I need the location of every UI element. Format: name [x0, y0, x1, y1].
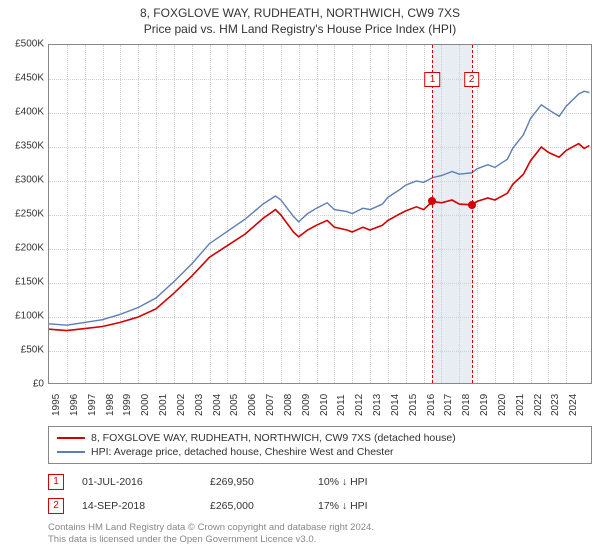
x-tick-label: 2019: [479, 394, 490, 416]
sale-price: £265,000: [210, 500, 300, 512]
y-tick-label: £350K: [15, 141, 44, 152]
y-tick-label: £450K: [15, 73, 44, 84]
y-tick-label: £500K: [15, 39, 44, 50]
x-tick-label: 1998: [105, 394, 116, 416]
event-marker-label: 2: [464, 72, 480, 87]
chart-container: 8, FOXGLOVE WAY, RUDHEATH, NORTHWICH, CW…: [0, 0, 600, 560]
x-tick-label: 2010: [319, 394, 330, 416]
x-tick-label: 2007: [265, 394, 276, 416]
sale-badge: 2: [48, 498, 64, 514]
sale-row: 1 01-JUL-2016 £269,950 10% ↓ HPI: [48, 470, 592, 494]
sale-marker: [428, 197, 436, 205]
x-tick-label: 2023: [550, 394, 561, 416]
footer-line-1: Contains HM Land Registry data © Crown c…: [48, 522, 592, 534]
x-tick-label: 2005: [229, 394, 240, 416]
x-tick-label: 2013: [372, 394, 383, 416]
chart-subtitle: Price paid vs. HM Land Registry's House …: [0, 20, 600, 36]
sales-table: 1 01-JUL-2016 £269,950 10% ↓ HPI 2 14-SEP-201…: [48, 470, 592, 518]
x-tick-label: 2000: [140, 394, 151, 416]
legend-label: HPI: Average price, detached house, Ches…: [91, 446, 394, 458]
line-canvas: [49, 45, 593, 385]
x-tick-label: 2006: [247, 394, 258, 416]
legend: 8, FOXGLOVE WAY, RUDHEATH, NORTHWICH, CW…: [48, 426, 592, 464]
legend-item: HPI: Average price, detached house, Ches…: [57, 445, 583, 459]
y-tick-label: £200K: [15, 243, 44, 254]
x-tick-label: 2008: [283, 394, 294, 416]
x-tick-label: 2001: [158, 394, 169, 416]
x-tick-label: 2016: [426, 394, 437, 416]
footer-line-2: This data is licensed under the Open Gov…: [48, 534, 592, 546]
x-tick-label: 2015: [408, 394, 419, 416]
y-tick-label: £150K: [15, 277, 44, 288]
sale-row: 2 14-SEP-2018 £265,000 17% ↓ HPI: [48, 494, 592, 518]
y-tick-label: £50K: [21, 345, 44, 356]
x-tick-label: 2014: [390, 394, 401, 416]
sale-marker: [468, 201, 476, 209]
sale-price: £269,950: [210, 476, 300, 488]
sale-date: 01-JUL-2016: [82, 476, 192, 488]
x-tick-label: 2002: [176, 394, 187, 416]
y-tick-label: £300K: [15, 175, 44, 186]
series-hpi: [49, 91, 589, 325]
x-tick-label: 2018: [461, 394, 472, 416]
event-line: [472, 45, 473, 383]
x-tick-label: 2021: [515, 394, 526, 416]
y-tick-label: £250K: [15, 209, 44, 220]
x-tick-label: 2012: [354, 394, 365, 416]
y-tick-label: £400K: [15, 107, 44, 118]
event-line: [432, 45, 433, 383]
x-tick-label: 2004: [212, 394, 223, 416]
footer: Contains HM Land Registry data © Crown c…: [48, 522, 592, 547]
x-tick-label: 2020: [497, 394, 508, 416]
legend-item: 8, FOXGLOVE WAY, RUDHEATH, NORTHWICH, CW…: [57, 431, 583, 445]
x-tick-label: 2011: [336, 394, 347, 416]
legend-swatch: [57, 451, 85, 453]
x-tick-label: 1996: [69, 394, 80, 416]
x-tick-label: 2024: [568, 394, 579, 416]
plot-area-wrapper: 12: [48, 44, 592, 384]
x-tick-label: 2017: [443, 394, 454, 416]
x-tick-label: 2003: [194, 394, 205, 416]
legend-label: 8, FOXGLOVE WAY, RUDHEATH, NORTHWICH, CW…: [91, 432, 456, 444]
chart-title: 8, FOXGLOVE WAY, RUDHEATH, NORTHWICH, CW…: [0, 0, 600, 20]
sale-badge: 1: [48, 474, 64, 490]
legend-swatch: [57, 437, 85, 439]
y-tick-label: £0: [33, 379, 44, 390]
series-property: [49, 144, 589, 331]
y-tick-label: £100K: [15, 311, 44, 322]
x-tick-label: 2022: [533, 394, 544, 416]
event-marker-label: 1: [425, 72, 441, 87]
x-tick-label: 2009: [301, 394, 312, 416]
sale-date: 14-SEP-2018: [82, 500, 192, 512]
sale-diff: 10% ↓ HPI: [318, 476, 398, 488]
y-axis: £0£50K£100K£150K£200K£250K£300K£350K£400…: [0, 44, 46, 384]
x-tick-label: 1995: [51, 394, 62, 416]
x-tick-label: 1999: [122, 394, 133, 416]
sale-diff: 17% ↓ HPI: [318, 500, 398, 512]
plot-area: 12: [48, 44, 592, 384]
x-tick-label: 1997: [87, 394, 98, 416]
